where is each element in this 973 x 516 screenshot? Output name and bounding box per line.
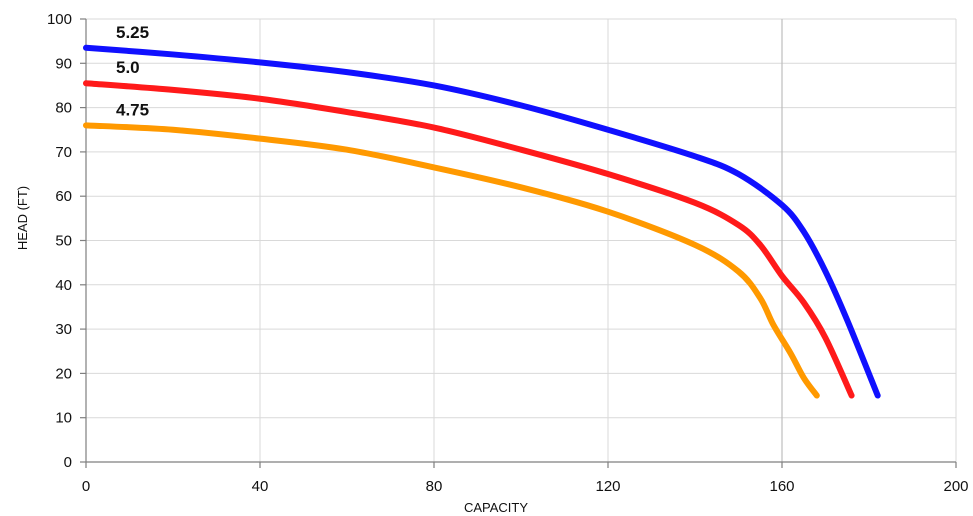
y-tick-label: 60 <box>55 188 72 205</box>
x-tick-label: 200 <box>943 478 968 495</box>
y-tick-label: 30 <box>55 321 72 338</box>
series-lines <box>83 44 881 399</box>
series-labels: 5.25 5.0 4.75 <box>116 23 149 120</box>
x-tick-label: 160 <box>769 478 794 495</box>
x-tick-label: 120 <box>595 478 620 495</box>
x-tick-label: 40 <box>252 478 269 495</box>
x-axis-title: CAPACITY <box>464 500 528 515</box>
series-label-4-75: 4.75 <box>116 100 149 119</box>
y-tick-label: 0 <box>64 454 72 471</box>
y-tick-label: 80 <box>55 100 72 117</box>
y-tick-label: 50 <box>55 233 72 250</box>
y-tick-label: 70 <box>55 144 72 161</box>
series-line-5-25 <box>83 44 881 399</box>
y-tick-label: 10 <box>55 410 72 427</box>
tick-labels: 0 10 20 30 40 50 60 70 80 90 100 0 40 80 120 160 200 <box>47 11 969 495</box>
axes <box>80 18 957 468</box>
series-line-4-75 <box>83 122 820 399</box>
series-label-5-25: 5.25 <box>116 23 149 42</box>
y-tick-label: 20 <box>55 365 72 382</box>
series-line-5-0 <box>83 80 855 399</box>
y-axis-title: HEAD (FT) <box>15 186 30 250</box>
x-tick-label: 0 <box>82 478 90 495</box>
y-tick-label: 40 <box>55 277 72 294</box>
series-label-5-0: 5.0 <box>116 58 140 77</box>
grid <box>86 18 957 462</box>
x-tick-label: 80 <box>426 478 443 495</box>
y-tick-label: 90 <box>55 55 72 72</box>
y-tick-label: 100 <box>47 11 72 28</box>
